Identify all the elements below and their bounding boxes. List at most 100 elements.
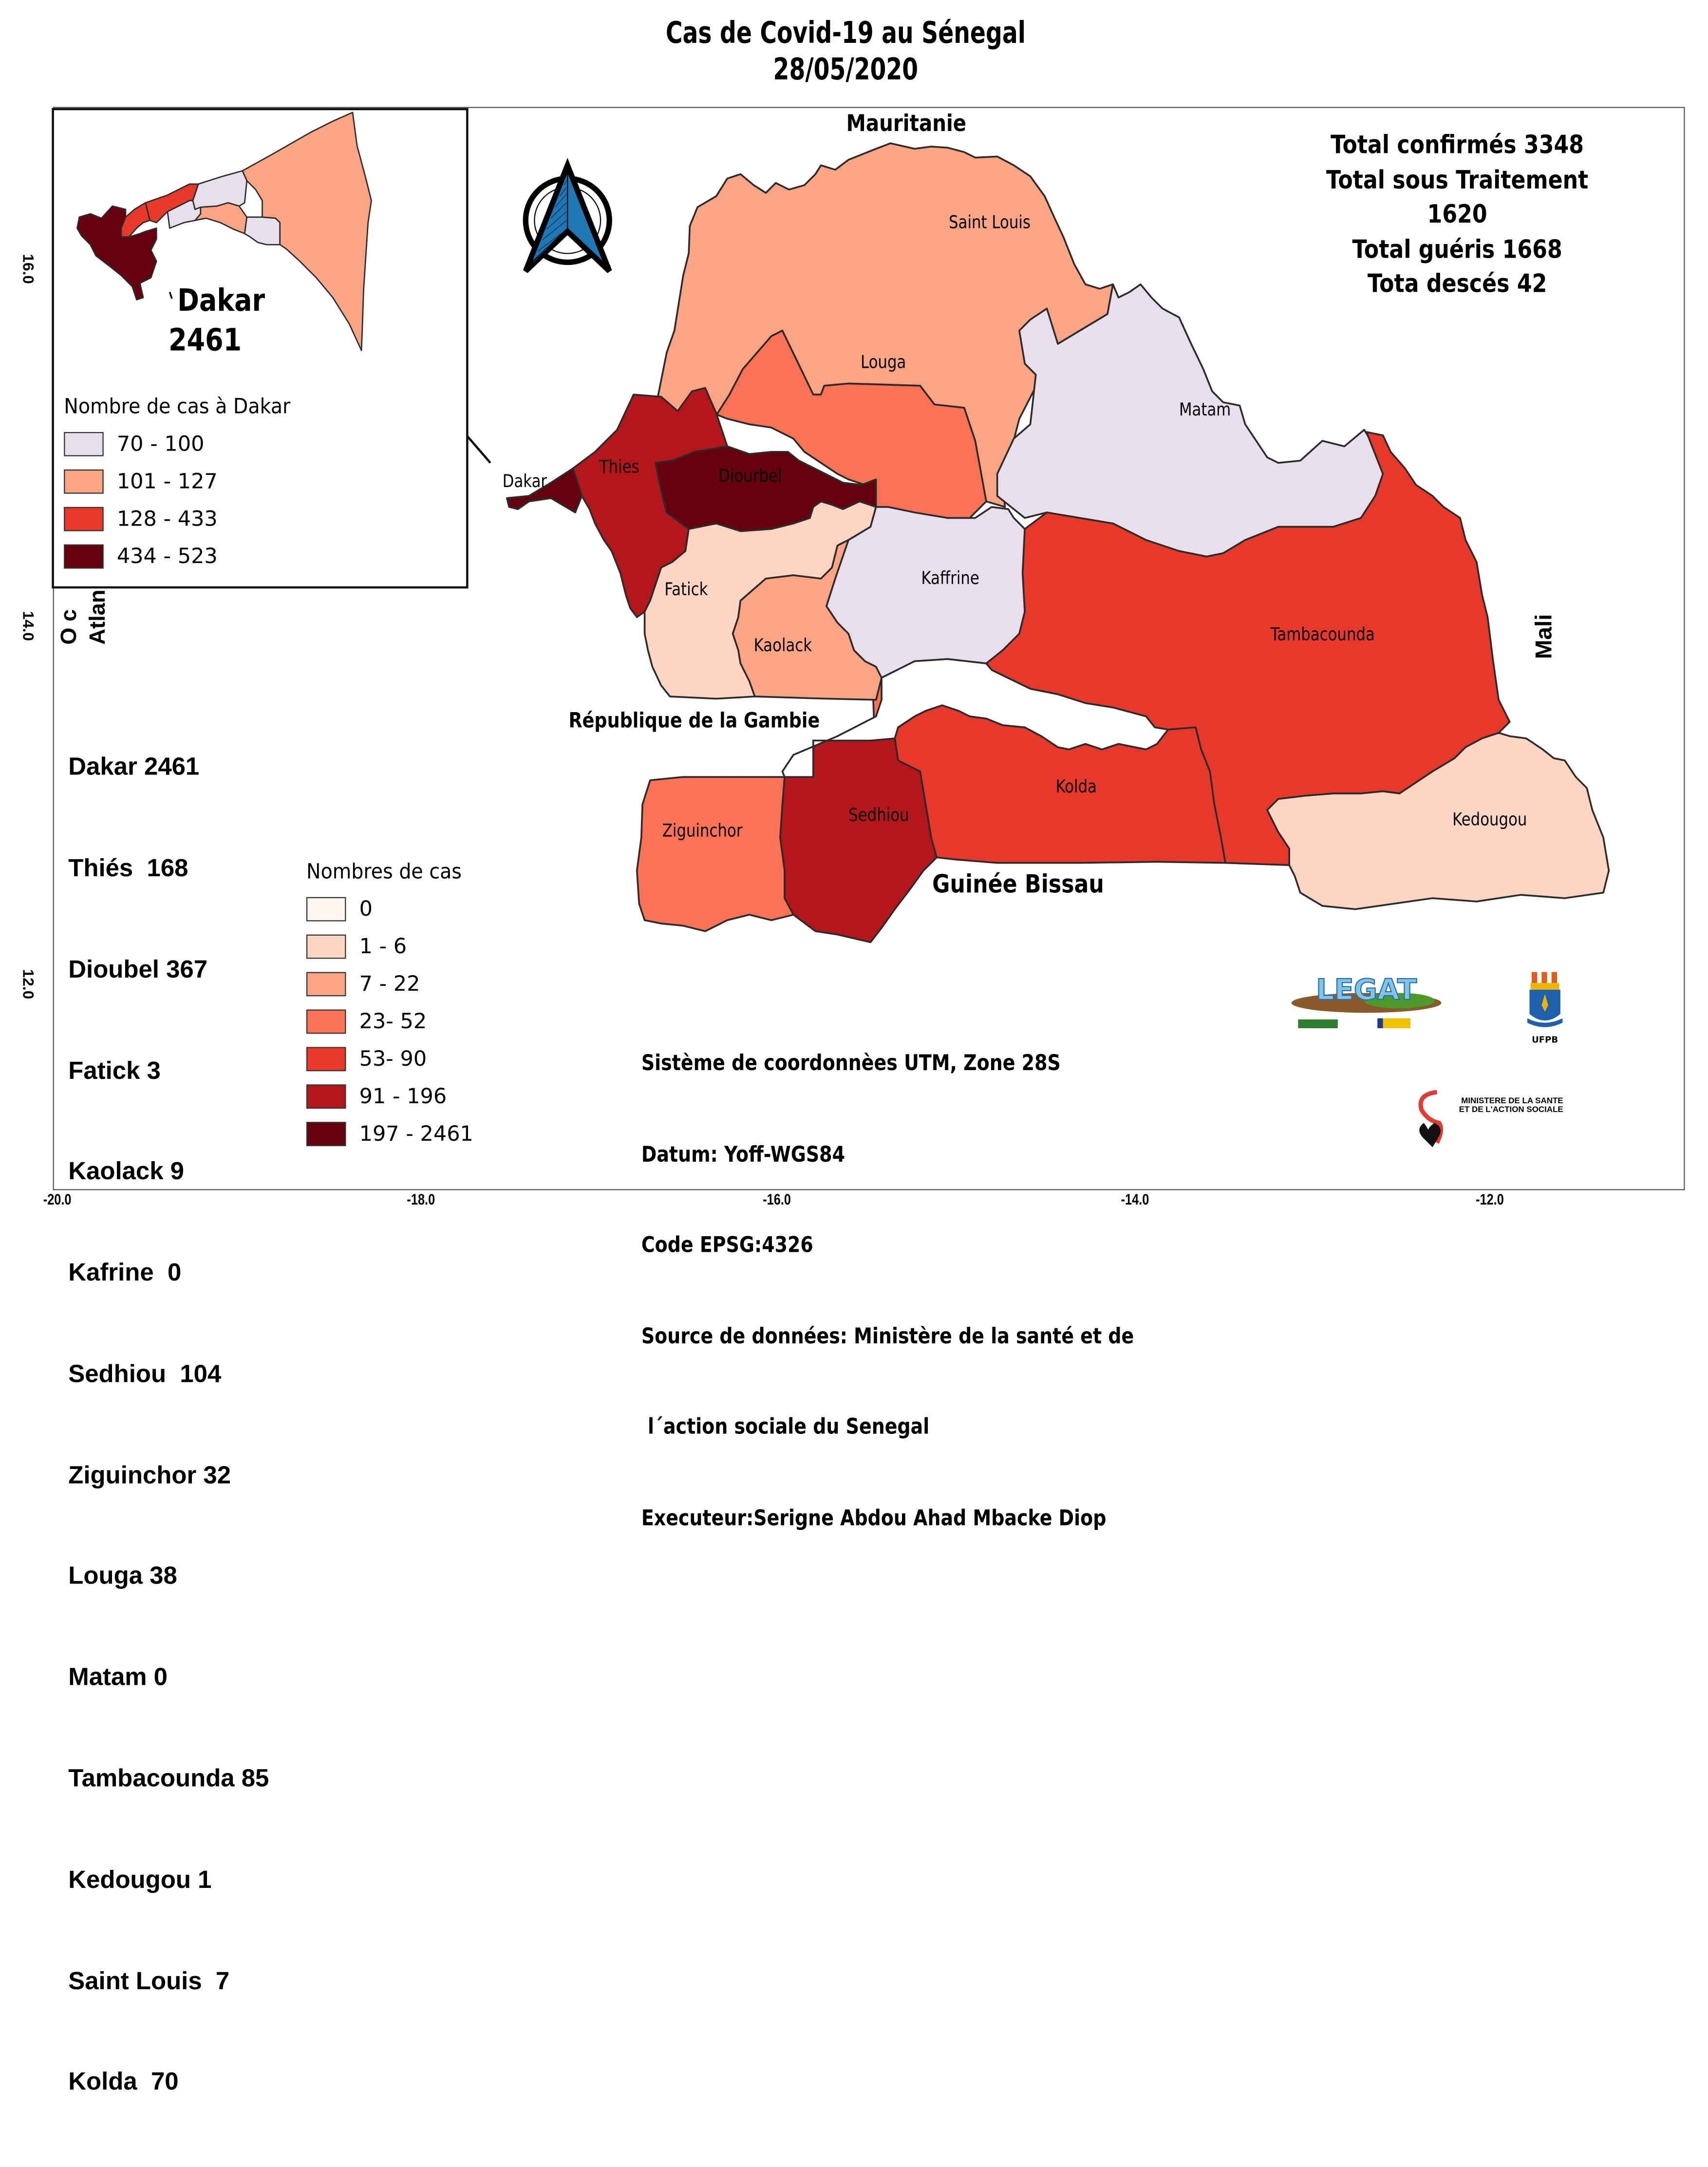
label-mali: Mali (1532, 614, 1558, 660)
y-tick: 16.0 (19, 254, 38, 284)
case-list-item: Kolda 70 (68, 2068, 179, 2095)
case-list-item: Saint Louis 7 (68, 1966, 230, 1995)
legend-label: 0 (359, 897, 373, 922)
dakar-inset: Dakar 2461 (52, 108, 469, 589)
total-treatment-value: 1620 (1427, 200, 1487, 229)
label-ocean-line-2: Atlan (86, 589, 111, 645)
main-legend-item: 53- 90 (306, 1044, 427, 1074)
case-list-item: Tambacounda 85 (68, 1764, 269, 1792)
credit-epsg: Code EPSG:4326 (641, 1232, 813, 1258)
ministry-line-1: MINISTERE DE LA SANTE (1461, 1096, 1563, 1105)
inset-legend-item: 101 - 127 (64, 466, 218, 497)
legend-label: 91 - 196 (359, 1084, 447, 1109)
label-ziguinchor: Ziguinchor (662, 820, 743, 841)
label-matam: Matam (1179, 399, 1231, 420)
legend-swatch (306, 1047, 346, 1072)
inset-legend-item: 128 - 433 (64, 504, 218, 534)
map-layout: Cas de Covid-19 au Sénegal 28/05/2020 (19, 16, 1685, 2095)
x-tick: -20.0 (43, 1190, 72, 1208)
credit-author: Executeur:Serigne Abdou Ahad Mbacke Diop (641, 1505, 1107, 1530)
total-recovered: Total guéris 1668 (1352, 235, 1562, 264)
legend-swatch (64, 544, 104, 569)
totals-panel: Total confirmés 3348 Total sous Traiteme… (1305, 129, 1610, 302)
legat-logo: LEGAT (1289, 970, 1445, 1036)
credit-crs: Sistème de coordonnèes UTM, Zone 28S (641, 1050, 1061, 1076)
map-frame (53, 107, 1685, 1190)
title-line-2: 28/05/2020 (773, 53, 919, 87)
case-list-item: Kafrine 0 (68, 1259, 182, 1286)
main-legend-item: 91 - 196 (306, 1081, 447, 1112)
dakar-inset-map (76, 112, 372, 351)
legend-swatch (306, 897, 346, 922)
label-fatick: Fatick (664, 578, 708, 600)
credits-block: Sistème de coordonnèes UTM, Zone 28S Dat… (641, 987, 1134, 1593)
inset-legend-title: Nombre de cas à Dakar (64, 395, 291, 419)
credit-source: Source de données: Ministère de la santé… (641, 1323, 1134, 1349)
inset-legend-item: 434 - 523 (64, 541, 218, 572)
senegal-map (370, 142, 1610, 943)
label-kaolack: Kaolack (753, 635, 812, 656)
inset-district-red-1[interactable] (145, 183, 199, 224)
legend-label: 7 - 22 (359, 972, 420, 997)
case-list-item: Kaolack 9 (68, 1157, 184, 1186)
case-list-item: Dakar 2461 (68, 753, 200, 781)
main-legend-item: 197 - 2461 (306, 1119, 473, 1149)
x-tick: -12.0 (1476, 1190, 1504, 1208)
case-list-item: Louga 38 (68, 1562, 177, 1590)
label-thies: Thies (599, 456, 639, 477)
x-tick: -14.0 (1121, 1190, 1149, 1208)
inset-district-mid-2[interactable] (194, 202, 248, 235)
total-deaths: Tota descés 42 (1367, 270, 1547, 299)
total-confirmed: Total confirmés 3348 (1331, 131, 1584, 160)
map-title: Cas de Covid-19 au Sénegal 28/05/2020 (118, 16, 1573, 88)
label-dakar: Dakar (502, 471, 547, 492)
label-louga: Louga (861, 351, 906, 373)
y-tick: 14.0 (19, 611, 38, 641)
label-ocean-line-1: O c (57, 609, 82, 645)
region-kedougou[interactable] (1266, 732, 1610, 910)
inset-district-dark[interactable] (76, 205, 157, 301)
label-mauritanie: Mauritanie (846, 110, 967, 137)
total-treatment-label: Total sous Traitement (1326, 166, 1589, 195)
region-dakar[interactable] (506, 467, 583, 513)
main-legend-item: 23- 52 (306, 1006, 427, 1037)
label-saint-louis: Saint Louis (949, 211, 1031, 233)
legend-swatch (306, 1009, 346, 1034)
legend-swatch (64, 507, 104, 531)
case-list-item: Sedhiou 104 (68, 1359, 222, 1388)
legend-label: 128 - 433 (116, 507, 218, 531)
inset-district-mid-3[interactable] (244, 216, 281, 245)
legend-swatch (64, 432, 104, 456)
ufpb-text: UFPB (1532, 1035, 1558, 1045)
label-diourbel: Diourbel (718, 465, 782, 486)
x-tick: -18.0 (407, 1190, 435, 1208)
north-arrow-icon (523, 158, 612, 273)
inset-district-mid-1[interactable] (192, 170, 248, 210)
legend-label: 1 - 6 (359, 934, 407, 959)
case-list-item: Thiés 168 (68, 854, 188, 882)
legend-swatch (306, 1084, 346, 1109)
inset-island-mark (169, 292, 173, 299)
region-ziguinchor[interactable] (636, 776, 794, 932)
ministry-logo: MINISTERE DE LA SANTE ET DE L'ACTION SOC… (1413, 1086, 1589, 1152)
legend-swatch (306, 1122, 346, 1147)
label-kaffrine: Kaffrine (921, 567, 979, 589)
inset-legend-item: 70 - 100 (64, 429, 204, 459)
credit-source-cont: l´action sociale du Senegal (641, 1413, 930, 1439)
gambia-territory (781, 658, 1170, 778)
inset-dakar-name: Dakar (177, 282, 265, 319)
legend-label: 70 - 100 (116, 432, 205, 456)
label-kolda: Kolda (1055, 775, 1097, 797)
ufpb-logo: UFPB (1523, 970, 1567, 1047)
main-legend-item: 7 - 22 (306, 969, 420, 999)
credit-datum: Datum: Yoff-WGS84 (641, 1141, 845, 1167)
legat-text: LEGAT (1316, 973, 1417, 1006)
inset-dakar-value: 2461 (169, 321, 242, 358)
title-line-1: Cas de Covid-19 au Sénegal (665, 16, 1026, 51)
label-gambie: République de la Gambie (568, 708, 820, 733)
x-tick: -16.0 (763, 1190, 791, 1208)
ministry-line-2: ET DE L'ACTION SOCIALE (1459, 1105, 1563, 1114)
case-list-item: Matam 0 (68, 1663, 168, 1691)
legend-swatch (306, 972, 346, 997)
legend-label: 197 - 2461 (359, 1122, 473, 1147)
